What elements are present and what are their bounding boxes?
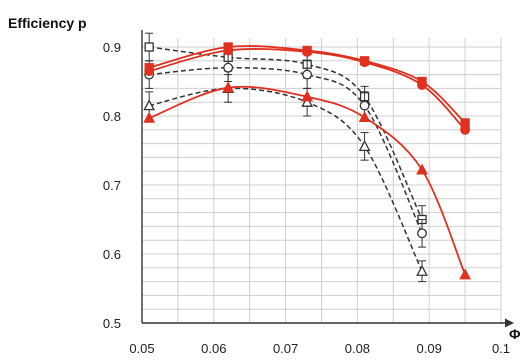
- data-point-circle: [359, 57, 370, 68]
- y-tick-label: 0.7: [103, 178, 121, 193]
- x-tick-label: 0.1: [492, 341, 510, 356]
- data-point-triangle: [416, 264, 428, 276]
- x-axis-title: Φ: [509, 326, 521, 342]
- data-point-triangle: [416, 163, 428, 175]
- x-tick-label: 0.07: [273, 341, 298, 356]
- data-point-circle: [302, 69, 313, 80]
- data-point-triangle: [301, 90, 314, 102]
- data-point-circle: [417, 228, 427, 239]
- y-tick-label: 0.5: [103, 316, 121, 331]
- data-point-triangle: [301, 95, 314, 107]
- data-point-triangle: [222, 81, 235, 93]
- data-point-circle: [417, 79, 427, 90]
- axes: [141, 30, 514, 328]
- data-point-circle: [302, 46, 313, 57]
- data-point-circle: [460, 124, 471, 135]
- series-layer: [143, 32, 471, 283]
- data-point-triangle: [143, 111, 156, 123]
- data-point-circle: [359, 100, 370, 111]
- data-point-circle: [144, 66, 155, 77]
- tick-labels: 0.05 0.06 0.07 0.08 0.09 0.1 0.5 0.6 0.7 0.8 0.9: [103, 40, 510, 356]
- series-line: [148, 85, 466, 276]
- y-tick-label: 0.8: [103, 109, 121, 124]
- data-point-circle: [223, 62, 234, 73]
- series-1: [144, 45, 471, 135]
- y-axis-title: Efficiency p: [8, 15, 87, 31]
- data-point-triangle: [358, 139, 371, 152]
- data-point-square: [144, 42, 154, 52]
- series-2: [143, 81, 471, 280]
- x-tick-label: 0.06: [201, 341, 226, 356]
- x-tick-label: 0.05: [129, 341, 154, 356]
- x-axis-arrow: [505, 318, 514, 328]
- grid: [141, 38, 502, 324]
- y-tick-label: 0.9: [103, 40, 121, 55]
- x-tick-label: 0.08: [345, 341, 370, 356]
- data-point-triangle: [459, 268, 471, 280]
- data-point-circle: [223, 45, 234, 56]
- x-tick-label: 0.09: [417, 341, 442, 356]
- data-point-triangle: [358, 110, 371, 123]
- y-tick-label: 0.6: [103, 247, 121, 262]
- data-point-triangle: [143, 99, 156, 111]
